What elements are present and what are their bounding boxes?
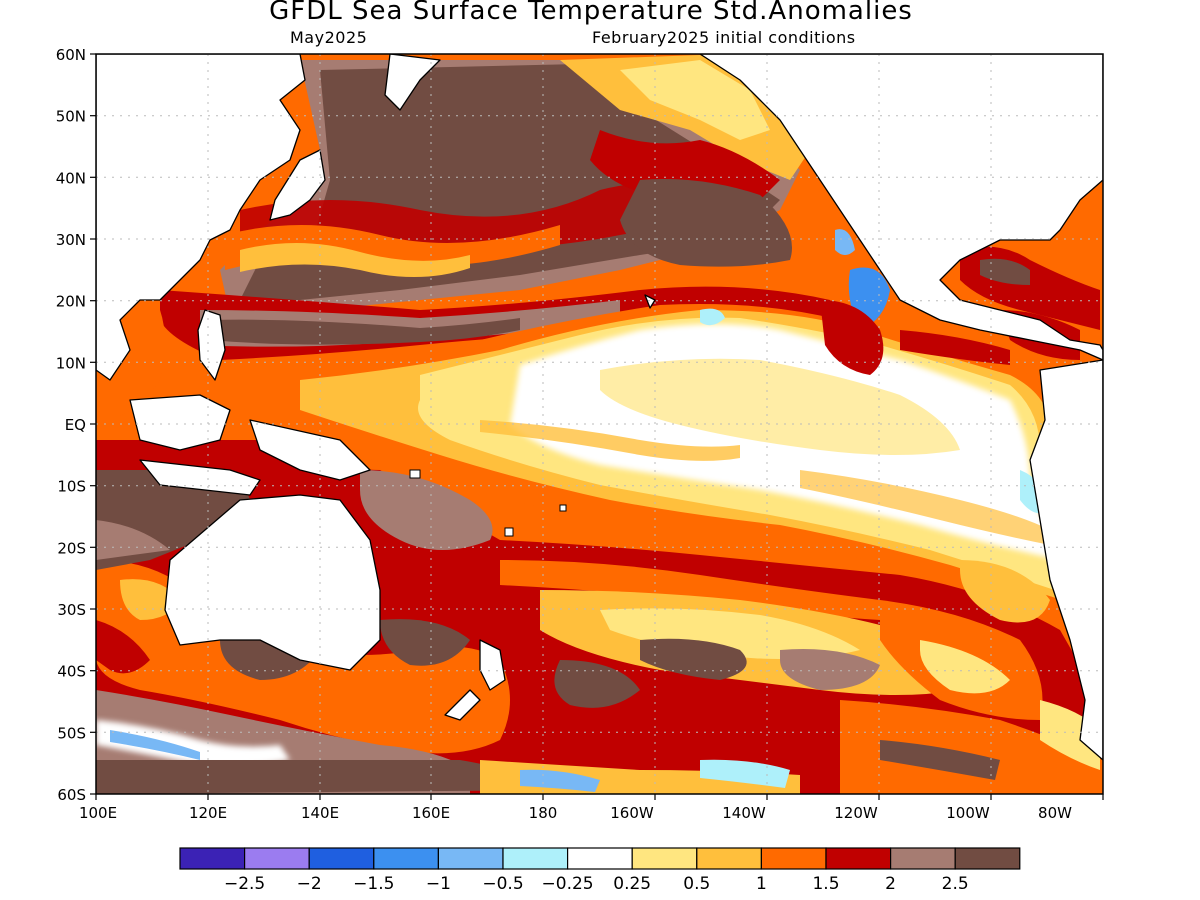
lon-label: 100E bbox=[79, 804, 117, 822]
longitude-labels: 100E 120E 140E 160E 180 160W 140W 120W 1… bbox=[79, 804, 1072, 822]
colorbar-swatch bbox=[696, 847, 762, 870]
lat-label: 20S bbox=[57, 539, 86, 557]
latitude-labels: 60N 50N 40N 30N 20N 10N EQ 10S 20S 30S 4… bbox=[56, 46, 86, 804]
lat-label: 20N bbox=[56, 293, 86, 311]
colorbar-swatch bbox=[825, 847, 892, 870]
lon-label: 180 bbox=[529, 804, 558, 822]
lon-label: 120W bbox=[834, 804, 878, 822]
lat-label: 40S bbox=[57, 663, 86, 681]
colorbar-label: 1 bbox=[756, 874, 767, 894]
lon-label: 140E bbox=[301, 804, 339, 822]
colorbar-swatch bbox=[631, 847, 698, 870]
colorbar-swatch bbox=[502, 847, 569, 870]
lat-label: 10N bbox=[56, 354, 86, 372]
tick-marks bbox=[90, 53, 1104, 800]
lat-label: 30S bbox=[57, 601, 86, 619]
colorbar-label: −1.5 bbox=[353, 874, 394, 894]
map-title: GFDL Sea Surface Temperature Std.Anomali… bbox=[269, 0, 913, 26]
colorbar-swatch bbox=[566, 847, 633, 870]
colorbar-label: −2 bbox=[297, 874, 322, 894]
colorbar: −2.5 −2 −1.5 −1 −0.5 −0.25 0.25 0.5 1 1.5 2 2.5 bbox=[179, 847, 1021, 894]
lat-label: 40N bbox=[56, 169, 86, 187]
colorbar-swatch bbox=[954, 847, 1021, 870]
lon-label: 140W bbox=[722, 804, 766, 822]
colorbar-label: 0.5 bbox=[683, 874, 710, 894]
colorbar-label: 1.5 bbox=[812, 874, 839, 894]
colorbar-swatch bbox=[179, 847, 246, 870]
colorbar-swatch bbox=[244, 847, 310, 870]
colorbar-swatch bbox=[889, 847, 956, 870]
lat-label: 50S bbox=[57, 724, 86, 742]
colorbar-swatch bbox=[373, 847, 439, 870]
lon-label: 100W bbox=[946, 804, 990, 822]
valid-month-label: May2025 bbox=[290, 28, 368, 47]
colorbar-swatch bbox=[308, 847, 375, 870]
lat-label: 30N bbox=[56, 231, 86, 249]
colorbar-label: 0.25 bbox=[613, 874, 651, 894]
graticule bbox=[96, 54, 1103, 794]
lon-label: 120E bbox=[189, 804, 227, 822]
lon-label: 80W bbox=[1038, 804, 1072, 822]
lat-label: 60N bbox=[56, 46, 86, 64]
lat-label: 10S bbox=[57, 478, 86, 496]
lat-label: 50N bbox=[56, 108, 86, 126]
initial-conditions-label: February2025 initial conditions bbox=[592, 28, 856, 47]
lat-label: EQ bbox=[65, 416, 86, 434]
colorbar-swatch bbox=[437, 847, 504, 870]
colorbar-label: −1 bbox=[426, 874, 451, 894]
colorbar-swatch bbox=[760, 847, 827, 870]
colorbar-label: −0.5 bbox=[482, 874, 523, 894]
lon-label: 160E bbox=[412, 804, 450, 822]
colorbar-label: −2.5 bbox=[224, 874, 265, 894]
lat-label: 60S bbox=[57, 786, 86, 804]
anomaly-field bbox=[96, 54, 1103, 794]
colorbar-label: 2.5 bbox=[942, 874, 969, 894]
lon-label: 160W bbox=[610, 804, 654, 822]
colorbar-label: −0.25 bbox=[542, 874, 594, 894]
colorbar-label: 2 bbox=[885, 874, 896, 894]
